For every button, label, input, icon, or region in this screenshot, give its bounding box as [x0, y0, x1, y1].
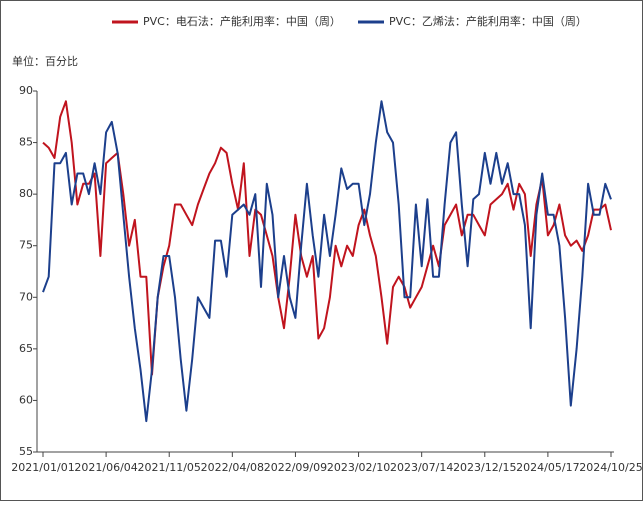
x-tick-label: 2023/07/14: [390, 461, 453, 474]
y-tick-label: 55: [19, 445, 33, 458]
y-tick-label: 65: [19, 342, 33, 355]
y-tick-label: 85: [19, 136, 33, 149]
x-tick-label: 2024/10/25: [579, 461, 642, 474]
series-line: [42, 100, 612, 376]
series-line: [42, 100, 612, 423]
x-tick-label: 2021/11/05: [138, 461, 201, 474]
y-tick-label: 70: [19, 290, 33, 303]
x-tick-label: 2023/02/10: [327, 461, 390, 474]
y-tick-label: 90: [19, 84, 33, 97]
x-tick-label: 2021/06/04: [74, 461, 137, 474]
y-tick-label: 80: [19, 187, 33, 200]
x-tick-label: 2023/12/15: [453, 461, 516, 474]
y-tick-label: 60: [19, 393, 33, 406]
y-tick-label: 75: [19, 239, 33, 252]
legend-label: PVC：电石法：产能利用率：中国（周）: [143, 14, 341, 28]
legend-label: PVC：乙烯法：产能利用率：中国（周）: [389, 14, 587, 28]
x-tick-label: 2022/09/09: [264, 461, 327, 474]
x-tick-label: 2024/05/17: [516, 461, 579, 474]
unit-label: 单位：百分比: [12, 54, 78, 68]
x-tick-label: 2022/04/08: [201, 461, 264, 474]
x-tick-label: 2021/01/01: [11, 461, 74, 474]
